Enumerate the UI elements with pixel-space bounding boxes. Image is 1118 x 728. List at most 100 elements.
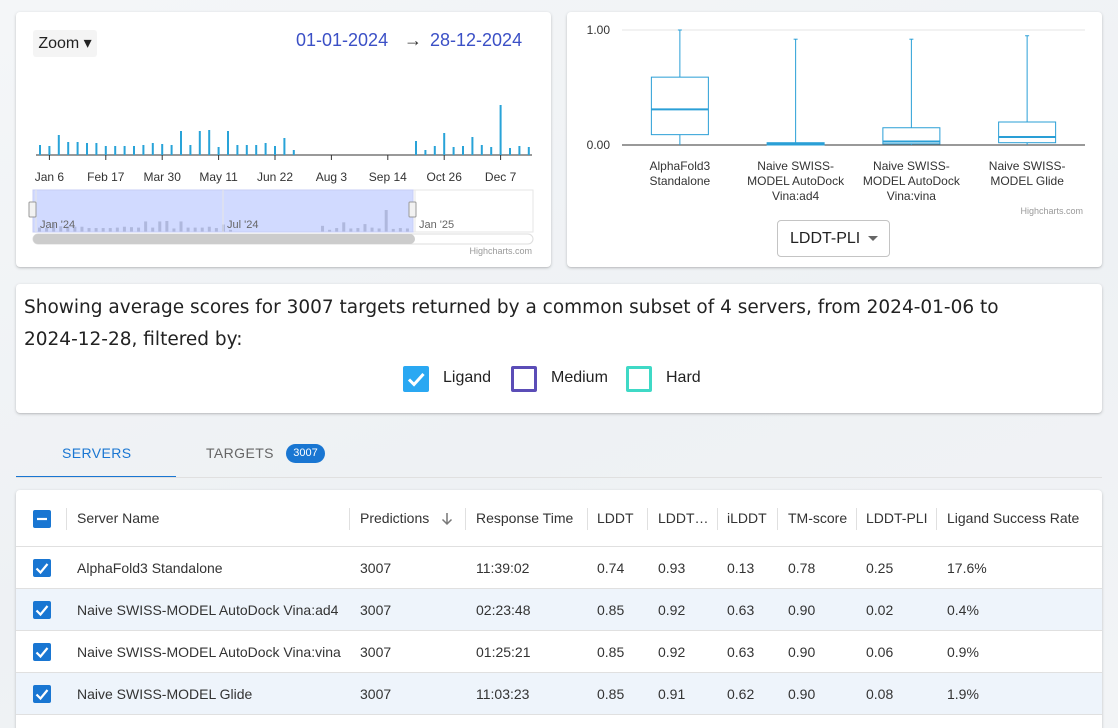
table-row[interactable]: Naive SWISS-MODEL AutoDock Vina:vina 3007… <box>16 631 1102 673</box>
tab[interactable]: TARGETS 3007 <box>176 426 336 476</box>
check <box>35 605 49 617</box>
table-cell: 3007 <box>360 560 392 576</box>
column-separator <box>647 508 648 530</box>
bar <box>57 135 60 155</box>
bar <box>274 146 276 155</box>
table-cell: 3007 <box>360 644 392 660</box>
table-cell: 0.08 <box>866 686 894 702</box>
navigator-bar <box>108 228 112 232</box>
metric-select-label: LDDT-PLI <box>790 230 861 247</box>
table-row[interactable]: Naive SWISS-MODEL AutoDock Vina:ad4 3007 0… <box>16 589 1102 631</box>
table-cell: 0.4% <box>947 602 979 618</box>
date-from[interactable]: 01-01-2024 <box>296 30 389 50</box>
bar <box>86 143 88 155</box>
navigator-bar <box>384 210 388 232</box>
tab-label: SERVERS <box>62 445 132 461</box>
navigator-bar <box>115 227 119 232</box>
navigator-bar <box>321 225 325 232</box>
table-row[interactable]: AlphaFold3 Standalone 3007 11:39:02 0.74 0.9… <box>16 547 1102 589</box>
navigator-bar <box>144 221 148 232</box>
bar <box>255 145 258 155</box>
navigator-bar <box>172 228 176 232</box>
tab-badge: 3007 <box>286 444 325 463</box>
table-cell: Naive SWISS-MODEL AutoDock Vina:ad4 <box>77 602 339 618</box>
zoom-button[interactable]: Zoom ▾ <box>33 30 97 57</box>
column-header[interactable]: LDDT… <box>658 510 709 526</box>
column-separator <box>587 508 588 530</box>
check-icon <box>35 689 49 701</box>
table-cell: 11:39:02 <box>476 560 530 576</box>
bar <box>151 143 154 155</box>
x-tick-label: Naive SWISS-MODEL Glide <box>988 159 1066 188</box>
table-cell: 0.02 <box>866 602 894 618</box>
table-cell: Naive SWISS-MODEL AutoDock Vina:vina <box>77 644 341 660</box>
table-cell: 0.85 <box>597 602 625 618</box>
filter-checkbox[interactable] <box>626 366 652 392</box>
navigator-bar <box>356 228 360 232</box>
navigator-bar <box>335 228 339 232</box>
table-cell: 0.90 <box>788 644 816 660</box>
navigator-bar <box>193 227 197 232</box>
column-header[interactable]: Ligand Success Rate <box>947 510 1080 526</box>
row-checkbox[interactable] <box>33 685 51 703</box>
date-arrow: → <box>404 30 422 50</box>
bar <box>161 144 164 155</box>
bar <box>518 146 521 155</box>
x-tick-label: Aug 3 <box>316 170 348 184</box>
table-cell: 0.25 <box>866 560 894 576</box>
column-header[interactable]: iLDDT <box>727 510 767 526</box>
navigator-bar <box>405 228 409 232</box>
column-header[interactable]: LDDT <box>597 510 634 526</box>
bar <box>292 150 295 155</box>
column-header[interactable]: Predictions <box>360 510 430 526</box>
table-cell: 0.63 <box>727 602 755 618</box>
navigator-bar <box>80 226 84 232</box>
metric-select[interactable]: LDDT-PLI <box>777 220 890 257</box>
row-checkbox[interactable] <box>33 559 51 577</box>
tab-label: TARGETS <box>206 445 274 461</box>
table-cell: 1.9% <box>947 686 979 702</box>
navigator-bar <box>391 228 395 232</box>
credits: Highcharts.com <box>1020 206 1083 216</box>
column-separator <box>777 508 778 530</box>
date-to[interactable]: 28-12-2024 <box>430 30 523 50</box>
navigator-bar <box>186 227 190 232</box>
bar <box>527 147 530 155</box>
navigator-bar <box>165 221 169 232</box>
navigator-bar <box>377 228 381 232</box>
tab[interactable]: SERVERS <box>16 426 176 478</box>
navigator-bar <box>59 226 63 232</box>
check-icon <box>35 563 49 575</box>
table-row[interactable]: Naive SWISS-MODEL Glide 3007 11:03:23 0.85 0… <box>16 673 1102 715</box>
navigator-bar <box>229 229 233 232</box>
column-header[interactable]: Response Time <box>476 510 574 526</box>
bar <box>123 146 126 155</box>
column-header[interactable]: LDDT-PLI <box>866 510 928 526</box>
navigator-label: Jan '24 <box>40 219 75 231</box>
row-checkbox[interactable] <box>33 510 51 528</box>
table-cell: 0.91 <box>658 686 686 702</box>
table-cell: 0.74 <box>597 560 625 576</box>
sort-arrow <box>441 513 453 526</box>
bar <box>509 148 511 155</box>
sort-icon[interactable] <box>440 510 454 528</box>
column-separator <box>856 508 857 530</box>
column-header[interactable]: Server Name <box>77 510 160 526</box>
filter-checkbox[interactable] <box>403 366 429 392</box>
filter-checkbox[interactable] <box>511 366 537 392</box>
bar <box>217 147 220 155</box>
navigator-bar <box>87 228 91 232</box>
column-separator <box>936 508 937 530</box>
column-header[interactable]: TM-score <box>788 510 848 526</box>
box <box>650 76 709 136</box>
row-checkbox[interactable] <box>33 601 51 619</box>
navigator-bar <box>45 228 49 232</box>
navigator-bar <box>342 222 346 232</box>
table-cell: Naive SWISS-MODEL Glide <box>77 686 253 702</box>
filter-label: Ligand <box>443 369 492 386</box>
row-checkbox[interactable] <box>33 643 51 661</box>
bar <box>462 146 464 155</box>
bar <box>236 145 239 155</box>
column-separator <box>717 508 718 530</box>
